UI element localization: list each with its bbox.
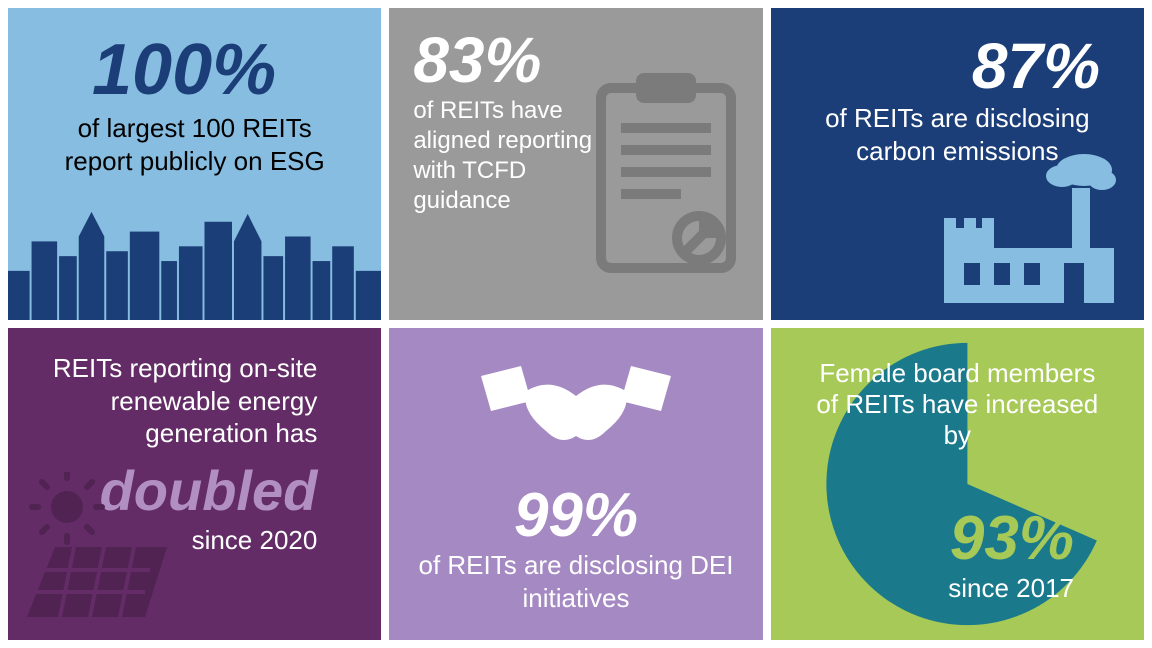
stat-carbon: 87% xyxy=(795,34,1100,98)
stat-female-board: 93% xyxy=(950,508,1074,570)
panel-esg: 100% of largest 100 REITs report publicl… xyxy=(8,8,381,320)
panel-renewable: REITs reporting on-site renewable energy… xyxy=(8,328,381,640)
stat-esg: 100% xyxy=(92,34,357,106)
panel-tcfd: 83% of REITs have aligned reporting with… xyxy=(389,8,762,320)
factory-icon xyxy=(934,148,1124,308)
clipboard-icon xyxy=(591,68,741,278)
intro-renewable: REITs reporting on-site renewable energy… xyxy=(32,352,357,450)
panel-dei: 99% of REITs are disclosing DEI initiati… xyxy=(389,328,762,640)
solar-panel-icon xyxy=(22,472,172,632)
desc-dei: of REITs are disclosing DEI initiatives xyxy=(413,549,738,614)
handshake-icon xyxy=(481,356,671,476)
intro-female-board: Female board members of REITs have incre… xyxy=(771,358,1144,452)
skyline-icon xyxy=(8,200,381,320)
stat-dei: 99% xyxy=(413,485,738,547)
since-female-board: since 2017 xyxy=(948,573,1074,604)
panel-female-board: Female board members of REITs have incre… xyxy=(771,328,1144,640)
desc-tcfd: of REITs have aligned reporting with TCF… xyxy=(413,96,593,216)
panel-carbon: 87% of REITs are disclosing carbon emiss… xyxy=(771,8,1144,320)
desc-esg: of largest 100 REITs report publicly on … xyxy=(32,112,357,177)
infographic-grid: 100% of largest 100 REITs report publicl… xyxy=(0,0,1152,648)
